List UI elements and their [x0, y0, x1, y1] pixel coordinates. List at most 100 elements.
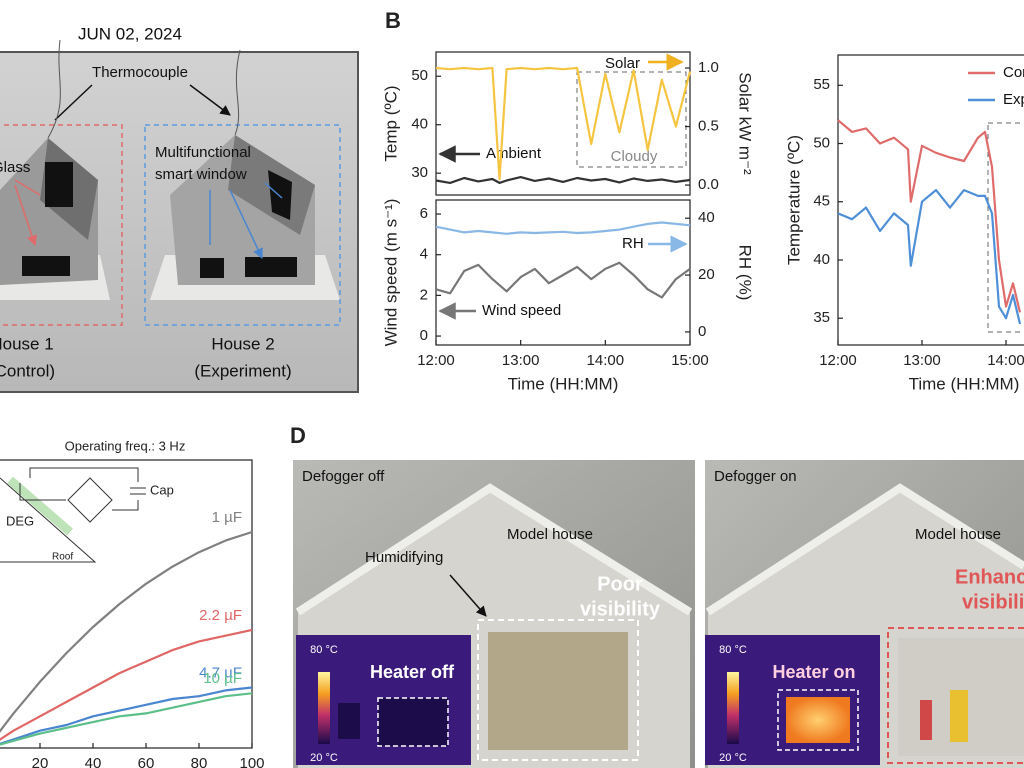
y2-tick-label: 1.0 [698, 59, 719, 76]
series-label: 10 µF [203, 670, 242, 687]
window [488, 632, 628, 750]
status: Defogger off [302, 468, 385, 485]
series-line [0, 628, 253, 741]
arrow [54, 84, 230, 120]
label: smart window [155, 166, 247, 183]
window [22, 256, 70, 276]
annotation: Ambient [486, 145, 542, 162]
legend-label: Experiment [1003, 91, 1024, 108]
label: Heater on [772, 662, 855, 682]
label: (Experiment) [194, 361, 291, 380]
y-tick-label: 40 [813, 251, 830, 268]
x-tick-label: 100 [239, 755, 264, 768]
window-box [477, 619, 639, 761]
chart-title: Operating freq.: 3 Hz [65, 438, 186, 453]
status: Defogger on [714, 468, 797, 485]
y-tick-label: 2 [420, 286, 428, 303]
y-tick-label: 50 [813, 134, 830, 151]
label: Heater off [370, 662, 455, 682]
inset: Cap DEG Roof [0, 467, 174, 563]
y-tick-label: 50 [411, 67, 428, 84]
control-box [0, 124, 123, 326]
roof-outline [0, 477, 97, 563]
x-tick-label: 12:00 [417, 352, 455, 369]
x-tick-label: 80 [191, 755, 208, 768]
y-tick-label: 30 [411, 164, 428, 181]
series-label: 1 µF [212, 509, 242, 526]
annotation: Wind speed [482, 302, 561, 319]
heater-box [777, 689, 859, 751]
arrow [449, 574, 487, 617]
plot-frame [0, 459, 253, 749]
arrow [209, 182, 283, 258]
panel-d-right: Defogger on Model house Enhanced visibil… [705, 460, 1024, 768]
series-line [435, 221, 691, 235]
label: Humidifying [365, 549, 443, 566]
annotation: Roof [52, 552, 73, 563]
label: Model house [507, 526, 593, 543]
y-axis-label: Temp (ºC) [381, 85, 400, 161]
window-box [887, 627, 1024, 764]
legend-label: Control [1003, 64, 1024, 81]
label: Enhanced [955, 566, 1024, 588]
x-tick-label: 14:00 [987, 352, 1024, 369]
plot-frame [435, 199, 691, 346]
y2-tick-label: 40 [698, 209, 715, 226]
heater-box [377, 697, 449, 747]
label: Thermocouple [92, 64, 188, 81]
y2-tick-label: 20 [698, 266, 715, 283]
series-line [0, 686, 253, 745]
y-axis-label: Temperature (ºC) [784, 135, 803, 265]
label: (Control) [0, 361, 55, 380]
y2-axis-label: Solar kW m⁻² [736, 72, 755, 175]
y2-tick-label: 0 [698, 323, 706, 340]
wire [47, 39, 241, 139]
figurine [920, 700, 932, 740]
x-tick-label: 60 [138, 755, 155, 768]
series-label: 4.7 µF [199, 664, 242, 681]
circuit [19, 467, 139, 511]
y-tick-label: 40 [411, 116, 428, 133]
label: Poor [597, 573, 643, 595]
series-line [837, 189, 1022, 325]
charts: 30 40 50 0.0 0.5 1.0 Temp (ºC) Solar kW m⁻² 0 2 4 6… [0, 51, 1024, 768]
color-bar [318, 672, 330, 744]
series-line [0, 692, 253, 746]
y-tick-label: 6 [420, 205, 428, 222]
thermal-window [338, 703, 360, 739]
scale-label: 20 °C [310, 752, 338, 764]
figurine [950, 690, 968, 742]
annotation: Solar [605, 55, 640, 72]
y-tick-label: 4 [420, 246, 428, 263]
roof [295, 483, 693, 616]
series-line [435, 261, 691, 299]
series-line [435, 176, 691, 184]
x-tick-label: 40 [85, 755, 102, 768]
x-tick-label: 15:00 [671, 352, 709, 369]
y-tick-label: 35 [813, 309, 830, 326]
x-tick-label: 14:00 [587, 352, 625, 369]
x-tick-label: 13:00 [502, 352, 540, 369]
cloudy-box [987, 122, 1024, 333]
panel-a: JUN 02, 2024 Thermocouple Glass Multifun… [0, 24, 359, 393]
x-axis-label: Time (HH:MM) [508, 374, 619, 393]
label: visibility [962, 591, 1024, 613]
window [45, 162, 73, 207]
annotation: Cloudy [611, 148, 658, 165]
cloudy-box [576, 71, 687, 168]
window [245, 257, 297, 277]
roof [705, 483, 1024, 616]
y-tick-label: 0 [420, 327, 428, 344]
annotation: DEG [6, 513, 34, 528]
y2-axis-label: RH (%) [736, 245, 755, 301]
label: Model house [915, 526, 1001, 543]
bridge [67, 477, 113, 523]
y-axis-label: Wind speed (m s⁻¹) [381, 199, 400, 347]
series-label: 2.2 µF [199, 607, 242, 624]
x-axis-label: Time (HH:MM) [909, 374, 1020, 393]
plot-frame [435, 51, 691, 196]
panel-d-left: Defogger off Model house Humidifying Poo… [293, 460, 695, 768]
x-tick-label: 12:00 [819, 352, 857, 369]
annotation: Cap [150, 482, 174, 497]
